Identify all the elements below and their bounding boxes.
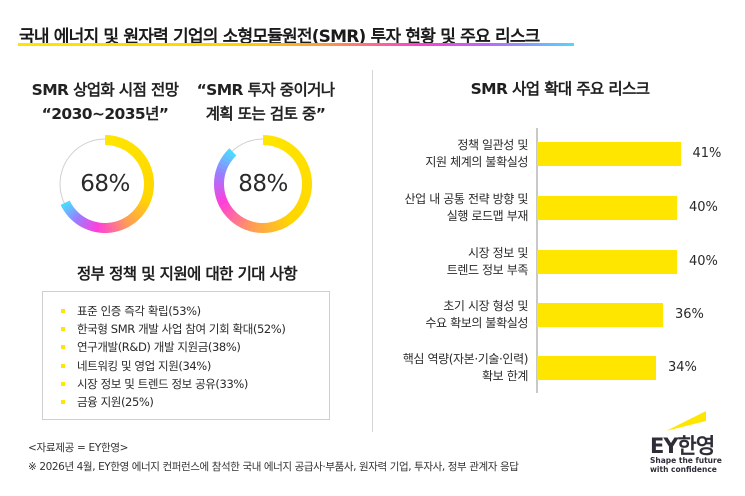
expectation-text: 한국형 SMR 개발 사업 참여 기회 확대(52%) bbox=[77, 322, 286, 337]
bar-value: 36% bbox=[675, 307, 704, 322]
bar-label-line: 초기 시장 형성 및 bbox=[443, 299, 528, 313]
bar-value: 34% bbox=[668, 360, 697, 375]
source-credit: <자료제공 = EY한영> bbox=[28, 442, 129, 454]
bar-row: 산업 내 공통 전략 방향 및 실행 로드맵 부재 40% bbox=[380, 188, 740, 228]
bar-label: 초기 시장 형성 및 수요 확보의 불확실성 bbox=[425, 295, 528, 335]
bar-label: 시장 정보 및 트렌드 정보 부족 bbox=[446, 242, 529, 282]
bar-label: 핵심 역량(자본·기술·인력) 확보 한계 bbox=[402, 348, 529, 388]
ey-beam-icon bbox=[666, 411, 706, 431]
expectation-text: 시장 정보 및 트렌드 정보 공유(33%) bbox=[77, 376, 248, 391]
donut-ring-1 bbox=[59, 135, 154, 233]
bullet-icon bbox=[61, 327, 65, 332]
page-title: 국내 에너지 및 원자력 기업의 소형모듈원전(SMR) 투자 현황 및 주요 … bbox=[19, 27, 540, 47]
bar-row: 초기 시장 형성 및 수요 확보의 불확실성 36% bbox=[380, 295, 740, 335]
stat1-title-line1: SMR 상업화 시점 전망 bbox=[31, 81, 179, 99]
expectation-item: 금융 지원(25%) bbox=[61, 393, 329, 411]
expectations-box: 표준 인증 즉각 확립(53%) 한국형 SMR 개발 사업 참여 기회 확대(… bbox=[42, 291, 330, 420]
risk-chart-title: SMR 사업 확대 주요 리스크 bbox=[470, 80, 650, 98]
bar-label-line: 트렌드 정보 부족 bbox=[446, 263, 529, 277]
logo-tagline-line1: Shape the future bbox=[650, 456, 722, 465]
bar-label-line: 수요 확보의 불확실성 bbox=[425, 316, 528, 330]
bullet-icon bbox=[61, 381, 65, 386]
bar-label-line: 실행 로드맵 부재 bbox=[446, 209, 529, 223]
ey-logo: EY한영 Shape the future with confidence bbox=[648, 408, 738, 478]
expectation-item: 한국형 SMR 개발 사업 참여 기회 확대(52%) bbox=[61, 320, 329, 338]
bullet-icon bbox=[61, 400, 65, 405]
expectation-text: 표준 인증 즉각 확립(53%) bbox=[77, 304, 201, 319]
bar-label-line: 시장 정보 및 bbox=[467, 246, 528, 260]
bar-label: 정책 일관성 및 지원 체계의 불확실성 bbox=[425, 134, 528, 174]
bar-row: 시장 정보 및 트렌드 정보 부족 40% bbox=[380, 242, 740, 282]
bar bbox=[537, 196, 677, 220]
expectation-item: 연구개발(R&D) 개발 지원금(38%) bbox=[61, 338, 329, 356]
bullet-icon bbox=[61, 345, 65, 350]
stat2-title-line1: “SMR 투자 중이거나 bbox=[196, 81, 335, 99]
vertical-divider bbox=[372, 70, 373, 432]
stat1-title: SMR 상업화 시점 전망 “2030~2035년” bbox=[20, 78, 190, 126]
donut-chart-investment: 88% bbox=[208, 129, 318, 239]
expectation-item: 네트워킹 및 영업 지원(34%) bbox=[61, 357, 329, 375]
stat2-title: “SMR 투자 중이거나 계획 또는 검토 중” bbox=[183, 78, 348, 126]
bar-value: 41% bbox=[692, 146, 722, 161]
bar bbox=[537, 356, 656, 380]
stat1-title-line2: “2030~2035년” bbox=[41, 105, 169, 123]
donut-chart-commercialization: 68% bbox=[50, 129, 160, 239]
bar bbox=[537, 250, 677, 274]
expectation-item: 표준 인증 즉각 확립(53%) bbox=[61, 302, 329, 320]
bar-label-line: 산업 내 공통 전략 방향 및 bbox=[404, 192, 529, 206]
expectation-text: 연구개발(R&D) 개발 지원금(38%) bbox=[77, 340, 241, 355]
donut2-value: 88% bbox=[238, 171, 288, 197]
bar-label: 산업 내 공통 전략 방향 및 실행 로드맵 부재 bbox=[404, 188, 529, 228]
chart-axis bbox=[536, 128, 538, 393]
donut1-value: 68% bbox=[80, 171, 130, 197]
logo-tagline: Shape the future with confidence bbox=[650, 456, 722, 474]
stat2-title-line2: 계획 또는 검토 중” bbox=[205, 105, 326, 123]
bullet-icon bbox=[61, 309, 65, 314]
bar-label-line: 정책 일관성 및 bbox=[457, 138, 528, 152]
expectations-title: 정부 정책 및 지원에 대한 기대 사항 bbox=[76, 265, 298, 283]
logo-brand: EY한영 bbox=[650, 434, 715, 458]
expectation-item: 시장 정보 및 트렌드 정보 공유(33%) bbox=[61, 375, 329, 393]
bullet-icon bbox=[61, 363, 65, 368]
survey-note: ※ 2026년 4월, EY한영 에너지 컨퍼런스에 참석한 국내 에너지 공급… bbox=[28, 461, 519, 473]
bar-value: 40% bbox=[689, 200, 718, 215]
bar-label-line: 핵심 역량(자본·기술·인력) bbox=[402, 352, 529, 366]
donut-ring-2 bbox=[214, 135, 312, 233]
bar-label-line: 지원 체계의 불확실성 bbox=[425, 155, 528, 169]
expectation-text: 네트워킹 및 영업 지원(34%) bbox=[77, 358, 211, 373]
bar-value: 40% bbox=[689, 254, 718, 269]
title-gradient-underline bbox=[18, 43, 574, 46]
bar-row: 핵심 역량(자본·기술·인력) 확보 한계 34% bbox=[380, 348, 740, 388]
bar bbox=[537, 303, 663, 327]
bar-label-line: 확보 한계 bbox=[482, 369, 528, 383]
bar-row: 정책 일관성 및 지원 체계의 불확실성 41% bbox=[380, 134, 740, 174]
logo-tagline-line2: with confidence bbox=[650, 465, 717, 474]
bar bbox=[537, 142, 681, 166]
expectation-text: 금융 지원(25%) bbox=[77, 395, 154, 410]
